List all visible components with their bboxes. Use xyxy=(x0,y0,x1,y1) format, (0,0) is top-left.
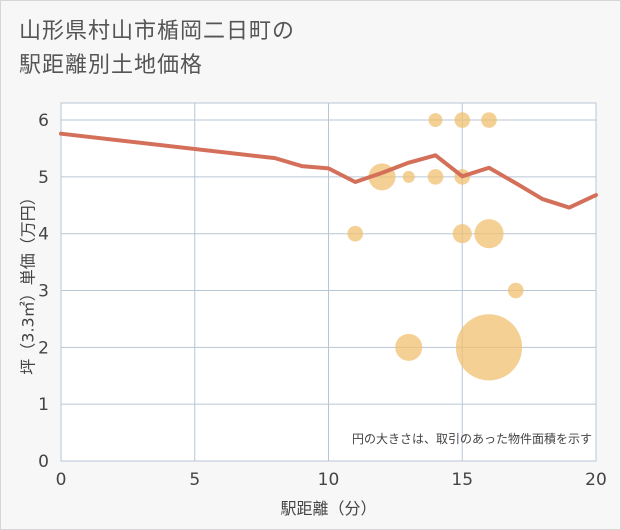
title-line-1: 山形県村山市楯岡二日町の xyxy=(19,19,296,44)
y-tick-label: 0 xyxy=(38,452,49,472)
y-tick-label: 5 xyxy=(38,168,49,188)
tick-labels: 0 5 10 15 20 0 1 2 3 4 5 6 xyxy=(38,111,607,490)
y-tick-label: 6 xyxy=(38,111,49,131)
average-price-line xyxy=(59,131,598,210)
y-tick-label: 4 xyxy=(38,225,49,245)
data-bubble xyxy=(452,224,472,244)
x-tick-label: 10 xyxy=(318,470,340,490)
data-bubble xyxy=(427,169,444,185)
grid xyxy=(60,102,597,462)
y-tick-label: 1 xyxy=(38,395,49,415)
y-tick-label: 3 xyxy=(38,282,49,302)
y-axis-label: 坪（3.3㎡）単価（万円） xyxy=(19,189,38,374)
y-tick-label: 2 xyxy=(38,338,49,358)
x-axis-label: 駅距離（分） xyxy=(280,499,376,518)
data-bubble xyxy=(455,314,523,381)
data-bubble xyxy=(454,112,471,128)
data-bubble xyxy=(428,113,443,128)
average-line xyxy=(59,131,598,210)
data-bubble xyxy=(395,333,423,361)
data-bubble xyxy=(402,170,415,183)
x-tick-label: 15 xyxy=(451,470,473,490)
data-bubble xyxy=(481,112,497,128)
x-tick-label: 20 xyxy=(585,470,607,490)
bubble-size-note: 円の大きさは、取引のあった物件面積を示す xyxy=(352,431,592,446)
x-tick-label: 5 xyxy=(189,470,200,490)
chart-title: 山形県村山市楯岡二日町の 駅距離別土地価格 xyxy=(19,15,295,83)
title-line-2: 駅距離別土地価格 xyxy=(19,53,204,78)
x-tick-label: 0 xyxy=(56,470,67,490)
data-bubble xyxy=(507,282,524,299)
data-bubble xyxy=(474,219,504,249)
data-bubble xyxy=(347,225,364,242)
